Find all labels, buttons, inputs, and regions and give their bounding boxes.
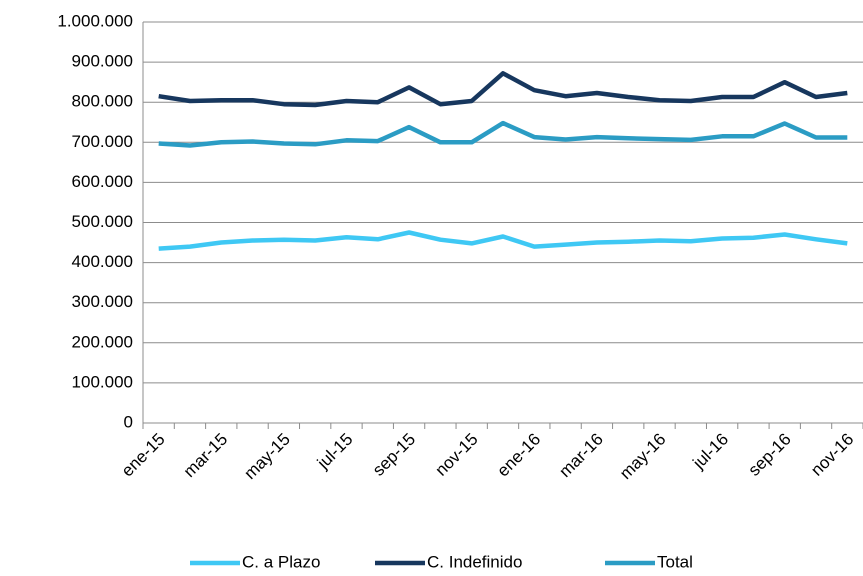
x-tick-label: nov-15 — [432, 430, 482, 480]
series-line — [158, 71, 848, 108]
series-line — [158, 120, 848, 148]
y-tick-label: 400.000 — [72, 252, 133, 271]
x-tick-label: ene-15 — [118, 430, 169, 481]
y-tick-label: 600.000 — [72, 172, 133, 191]
y-tick-label: 1.000.000 — [57, 11, 133, 30]
x-tick-label: jul-15 — [313, 430, 357, 474]
x-tick-label: mar-15 — [180, 430, 232, 482]
y-tick-label: 800.000 — [72, 92, 133, 111]
y-tick-label: 300.000 — [72, 292, 133, 311]
x-tick-label: mar-16 — [555, 430, 607, 482]
x-tick-label: ene-16 — [493, 430, 544, 481]
x-tick-label: may-16 — [616, 430, 670, 484]
legend-label: Total — [657, 552, 693, 571]
y-tick-label: 500.000 — [72, 212, 133, 231]
legend-label: C. Indefinido — [427, 552, 522, 571]
x-tick-label: nov-16 — [807, 430, 857, 480]
x-tick-label: sep-15 — [369, 430, 419, 480]
y-tick-label: 700.000 — [72, 132, 133, 151]
legend-label: C. a Plazo — [242, 552, 320, 571]
y-tick-label: 0 — [124, 412, 133, 431]
x-tick-label: jul-16 — [689, 430, 733, 474]
series-line — [158, 230, 848, 251]
y-tick-label: 900.000 — [72, 52, 133, 71]
y-tick-label: 200.000 — [72, 332, 133, 351]
x-tick-label: sep-16 — [745, 430, 795, 480]
y-tick-label: 100.000 — [72, 372, 133, 391]
x-tick-label: may-15 — [240, 430, 294, 484]
